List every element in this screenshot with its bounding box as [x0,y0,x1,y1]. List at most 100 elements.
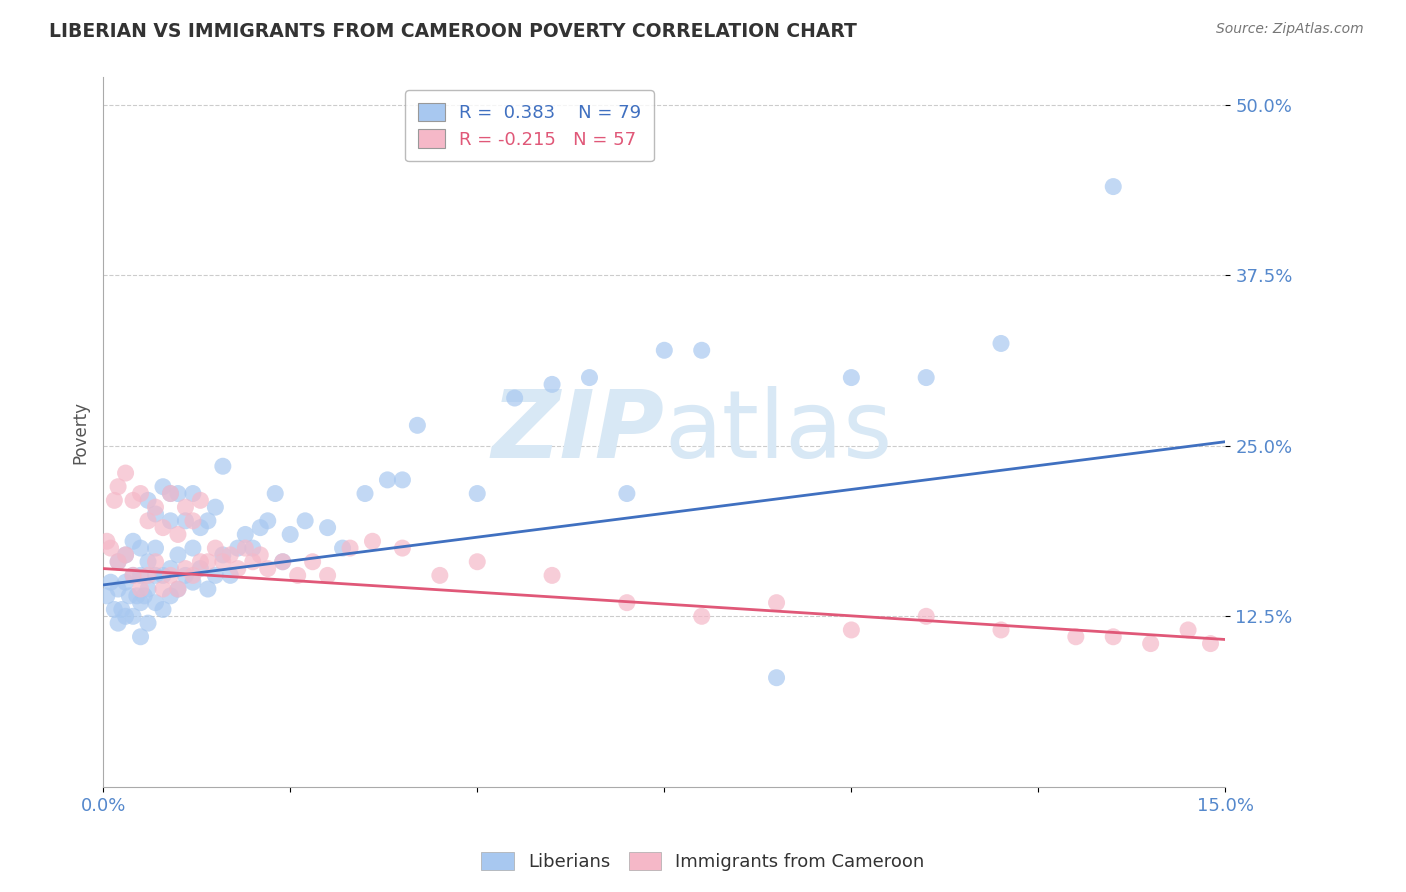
Point [167,527,190,541]
Point [690,343,713,358]
Point [125,589,148,603]
Point [211,555,233,569]
Point [1199,637,1222,651]
Point [167,582,190,596]
Point [190,555,212,569]
Point [152,568,174,582]
Point [103,493,125,508]
Point [122,493,145,508]
Point [915,609,938,624]
Point [174,514,197,528]
Point [690,609,713,624]
Point [287,568,309,582]
Point [204,541,226,555]
Point [541,377,564,392]
Point [841,623,863,637]
Point [190,521,212,535]
Point [765,596,787,610]
Point [167,486,190,500]
Point [271,555,294,569]
Point [136,493,159,508]
Point [211,459,233,474]
Point [114,609,136,624]
Point [1064,630,1087,644]
Point [429,568,451,582]
Point [134,589,156,603]
Point [233,541,256,555]
Point [114,548,136,562]
Point [339,541,361,555]
Legend: Liberians, Immigrants from Cameroon: Liberians, Immigrants from Cameroon [474,845,932,879]
Point [145,596,167,610]
Point [159,561,181,575]
Point [136,555,159,569]
Point [256,561,278,575]
Point [249,548,271,562]
Point [990,623,1012,637]
Legend: R =  0.383    N = 79, R = -0.215   N = 57: R = 0.383 N = 79, R = -0.215 N = 57 [405,90,654,161]
Point [129,630,152,644]
Point [503,391,526,405]
Point [174,561,197,575]
Point [294,514,316,528]
Point [100,541,122,555]
Point [391,473,413,487]
Point [181,541,204,555]
Point [129,596,152,610]
Point [129,541,152,555]
Point [107,555,129,569]
Point [190,493,212,508]
Text: atlas: atlas [664,386,893,478]
Y-axis label: Poverty: Poverty [72,401,89,464]
Point [111,602,134,616]
Point [114,466,136,480]
Point [145,541,167,555]
Point [1139,637,1161,651]
Point [118,589,141,603]
Point [652,343,675,358]
Point [226,561,249,575]
Point [145,500,167,515]
Point [1177,623,1199,637]
Point [190,561,212,575]
Point [159,589,181,603]
Point [181,514,204,528]
Point [167,548,190,562]
Point [122,568,145,582]
Point [616,486,638,500]
Point [96,534,118,549]
Point [406,418,429,433]
Point [159,514,181,528]
Point [242,555,264,569]
Point [129,582,152,596]
Point [249,521,271,535]
Point [145,507,167,521]
Point [204,500,226,515]
Point [107,480,129,494]
Point [242,541,264,555]
Point [197,514,219,528]
Point [915,370,938,384]
Point [159,486,181,500]
Point [197,582,219,596]
Point [145,555,167,569]
Point [107,616,129,631]
Point [167,582,190,596]
Point [114,548,136,562]
Point [578,370,600,384]
Point [211,548,233,562]
Point [159,486,181,500]
Point [152,480,174,494]
Point [181,575,204,590]
Point [129,486,152,500]
Point [197,555,219,569]
Point [122,568,145,582]
Text: ZIP: ZIP [492,386,664,478]
Point [174,500,197,515]
Point [233,527,256,541]
Point [96,589,118,603]
Point [129,568,152,582]
Point [316,521,339,535]
Point [152,602,174,616]
Point [377,473,399,487]
